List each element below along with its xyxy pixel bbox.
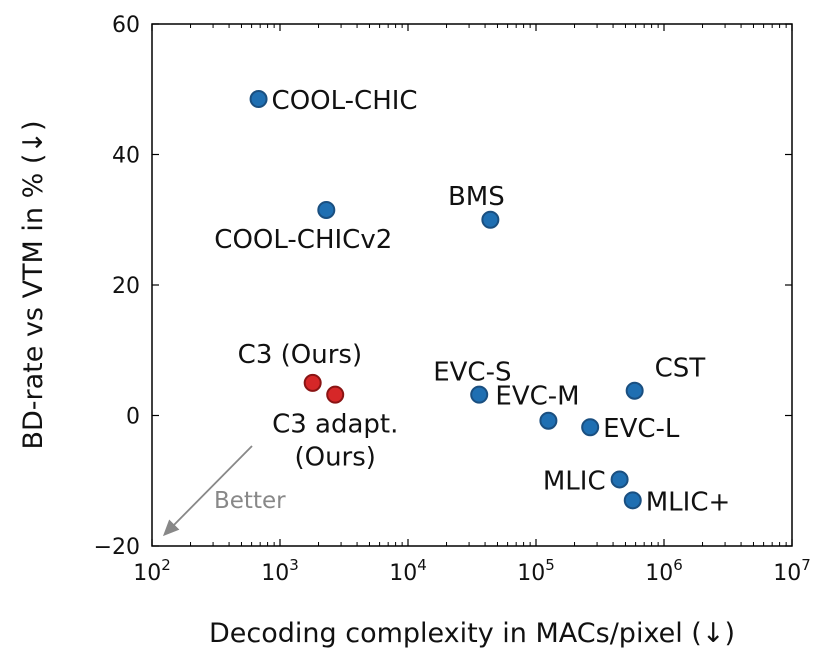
data-point (303, 373, 322, 392)
x-tick-label: 106 (645, 556, 683, 586)
point-label: EVC-S (433, 358, 511, 388)
point-label: EVC-M (495, 382, 579, 412)
point-label: COOL-CHICv2 (214, 225, 392, 255)
x-tick-label: 102 (133, 556, 171, 586)
data-points (249, 90, 644, 510)
data-point (470, 385, 489, 404)
tick-labels: 102 103 104 105 106 107 −20 0 20 40 60 (94, 13, 811, 586)
point-label: C3 adapt. (Ours) (272, 410, 398, 473)
better-arrow (162, 445, 253, 537)
point-label: CST (655, 354, 706, 384)
x-tick-label: 105 (517, 556, 555, 586)
point-label: EVC-L (603, 414, 680, 444)
y-tick-label: 0 (126, 405, 140, 430)
data-point (539, 411, 558, 430)
y-tick-label: 40 (112, 144, 140, 169)
data-point (249, 90, 268, 109)
x-tick-label: 104 (389, 556, 427, 586)
point-label: MLIC+ (646, 487, 731, 517)
point-label: MLIC (543, 466, 606, 496)
y-tick-label: 20 (112, 274, 140, 299)
data-point (317, 200, 336, 219)
data-point (625, 381, 644, 400)
plot-frame (151, 23, 793, 547)
data-point (623, 491, 642, 510)
x-axis-title: Decoding complexity in MACs/pixel (↓) (209, 618, 735, 649)
point-label: C3 (Ours) (238, 340, 362, 370)
data-point (326, 385, 345, 404)
y-tick-label: −20 (94, 535, 140, 560)
data-point (481, 210, 500, 229)
better-annotation: Better (214, 488, 286, 514)
point-label: COOL-CHIC (272, 86, 418, 116)
x-tick-label: 107 (773, 556, 811, 586)
point-labels: COOL-CHIC COOL-CHICv2 BMS C3 (Ours) C3 adapt… (214, 86, 730, 517)
point-label: BMS (448, 182, 505, 212)
axis-ticks (151, 23, 793, 547)
x-tick-label: 103 (261, 556, 299, 586)
data-point (610, 470, 629, 489)
y-tick-label: 60 (112, 13, 140, 38)
y-axis-title: BD-rate vs VTM in % (↓) (18, 120, 49, 449)
data-point (581, 418, 600, 437)
